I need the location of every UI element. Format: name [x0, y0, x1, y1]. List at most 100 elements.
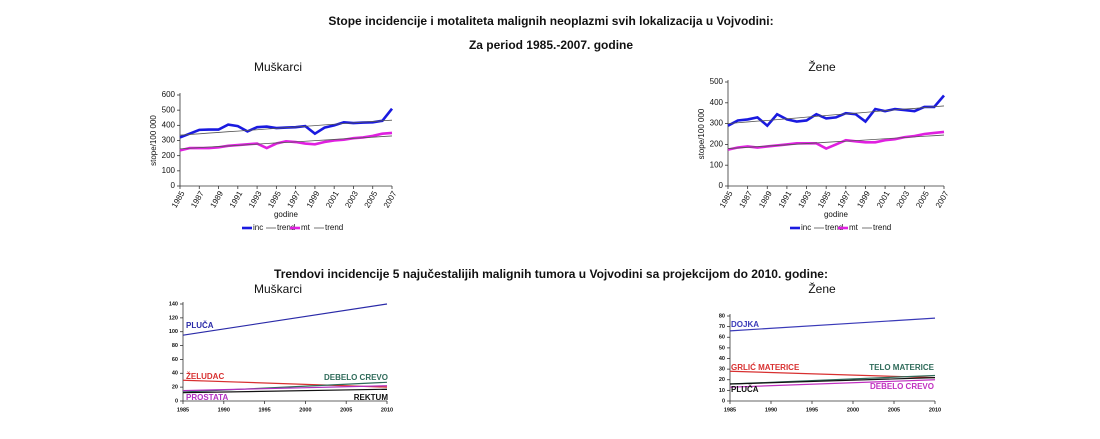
y-tick-label: 40 — [719, 356, 725, 362]
x-tick-label: 1995 — [258, 407, 270, 413]
y-tick-label: 120 — [169, 315, 178, 321]
y-tick-label: 100 — [710, 160, 724, 169]
series-label: DEBELO CREVO — [324, 373, 388, 382]
x-tick-label: 2007 — [934, 189, 951, 209]
x-tick-label: 1991 — [228, 189, 245, 209]
y-tick-label: 500 — [710, 77, 724, 86]
x-tick-label: 1989 — [208, 189, 225, 209]
y-tick-label: 400 — [162, 120, 176, 129]
x-axis-label: godine — [274, 210, 299, 219]
y-tick-label: 200 — [710, 140, 724, 149]
series-line — [729, 317, 936, 332]
x-tick-label: 2000 — [847, 407, 859, 413]
y-tick-label: 20 — [172, 385, 178, 391]
x-tick-label: 1995 — [806, 407, 818, 413]
x-tick-label: 1987 — [738, 189, 755, 209]
series-line — [182, 303, 388, 336]
legend-label: mt — [849, 223, 859, 232]
x-tick-label: 2000 — [299, 407, 311, 413]
series-label: PLUČA — [731, 385, 759, 394]
legend-label: inc — [253, 223, 263, 232]
legend-label: trend — [825, 223, 843, 232]
series-line — [727, 105, 945, 124]
page-title: Stope incidencije i motaliteta malignih … — [328, 14, 773, 28]
series-line — [729, 379, 936, 388]
series-label: REKTUM — [354, 393, 389, 402]
x-tick-label: 1985 — [724, 407, 736, 413]
y-tick-label: 300 — [162, 136, 176, 145]
x-axis-label: godine — [824, 210, 849, 219]
y-axis-label: stope/100 000 — [697, 108, 706, 159]
y-tick-label: 80 — [172, 343, 178, 349]
x-tick-label: 1990 — [218, 407, 230, 413]
legend-label: trend — [277, 223, 295, 232]
series-line — [179, 131, 393, 152]
series-label: GRLIĆ MATERICE — [731, 363, 800, 372]
legend-label: trend — [873, 223, 891, 232]
x-tick-label: 2005 — [363, 189, 380, 209]
y-tick-label: 30 — [719, 367, 725, 373]
y-tick-label: 60 — [719, 335, 725, 341]
series-label: TELO MATERICE — [869, 363, 934, 372]
y-tick-label: 60 — [172, 357, 178, 363]
chart-title: Muškarci — [254, 282, 302, 296]
y-tick-label: 500 — [162, 105, 176, 114]
x-tick-label: 1989 — [757, 189, 774, 209]
series-line — [182, 388, 388, 394]
series-line — [727, 94, 945, 128]
legend-label: trend — [325, 223, 343, 232]
series-label: ŽELUDAC — [186, 372, 224, 381]
chart-title: Žene — [808, 281, 836, 296]
y-tick-label: 400 — [710, 98, 724, 107]
y-tick-label: 200 — [162, 151, 176, 160]
series-line — [727, 134, 945, 149]
series-line — [179, 135, 393, 150]
y-tick-label: 50 — [719, 345, 725, 351]
y-tick-label: 0 — [175, 398, 178, 404]
x-tick-label: 1993 — [247, 189, 264, 209]
x-tick-label: 2001 — [875, 189, 892, 209]
x-tick-label: 2007 — [382, 189, 399, 209]
y-tick-label: 140 — [169, 301, 178, 307]
series-line — [179, 119, 393, 136]
y-tick-label: 80 — [719, 313, 725, 319]
x-tick-label: 1987 — [189, 189, 206, 209]
series-line — [727, 130, 945, 151]
series-label: PLUČA — [186, 321, 214, 330]
x-tick-label: 2010 — [929, 407, 941, 413]
y-tick-label: 300 — [710, 119, 724, 128]
x-tick-label: 2005 — [914, 189, 931, 209]
x-tick-label: 2001 — [324, 189, 341, 209]
legend-label: mt — [301, 223, 311, 232]
x-tick-label: 1991 — [777, 189, 794, 209]
chart-title: Muškarci — [254, 60, 302, 74]
y-tick-label: 100 — [169, 329, 178, 335]
x-tick-label: 1995 — [266, 189, 283, 209]
x-tick-label: 1993 — [796, 189, 813, 209]
y-tick-label: 40 — [172, 371, 178, 377]
chart-title: Žene — [808, 59, 836, 74]
x-tick-label: 1985 — [177, 407, 189, 413]
x-tick-label: 1985 — [718, 189, 735, 209]
y-tick-label: 0 — [171, 181, 176, 190]
x-tick-label: 2005 — [888, 407, 900, 413]
series-label: PROSTATA — [186, 393, 228, 402]
section-title: Trendovi incidencije 5 najučestalijih ma… — [274, 267, 828, 281]
y-tick-label: 100 — [162, 166, 176, 175]
x-tick-label: 1995 — [816, 189, 833, 209]
x-tick-label: 1997 — [286, 189, 303, 209]
x-tick-label: 2003 — [895, 189, 912, 209]
y-axis-label: stope/100 000 — [149, 115, 158, 166]
x-tick-label: 1999 — [305, 189, 322, 209]
y-tick-label: 10 — [719, 388, 725, 394]
x-tick-label: 1990 — [765, 407, 777, 413]
y-tick-label: 600 — [162, 90, 176, 99]
series-label: DOJKA — [731, 320, 759, 329]
series-line — [182, 385, 388, 392]
y-tick-label: 20 — [719, 377, 725, 383]
x-tick-label: 2003 — [343, 189, 360, 209]
page-subtitle: Za period 1985.-2007. godine — [469, 38, 633, 52]
x-tick-label: 1997 — [836, 189, 853, 209]
series-label: DEBELO CREVO — [870, 382, 934, 391]
